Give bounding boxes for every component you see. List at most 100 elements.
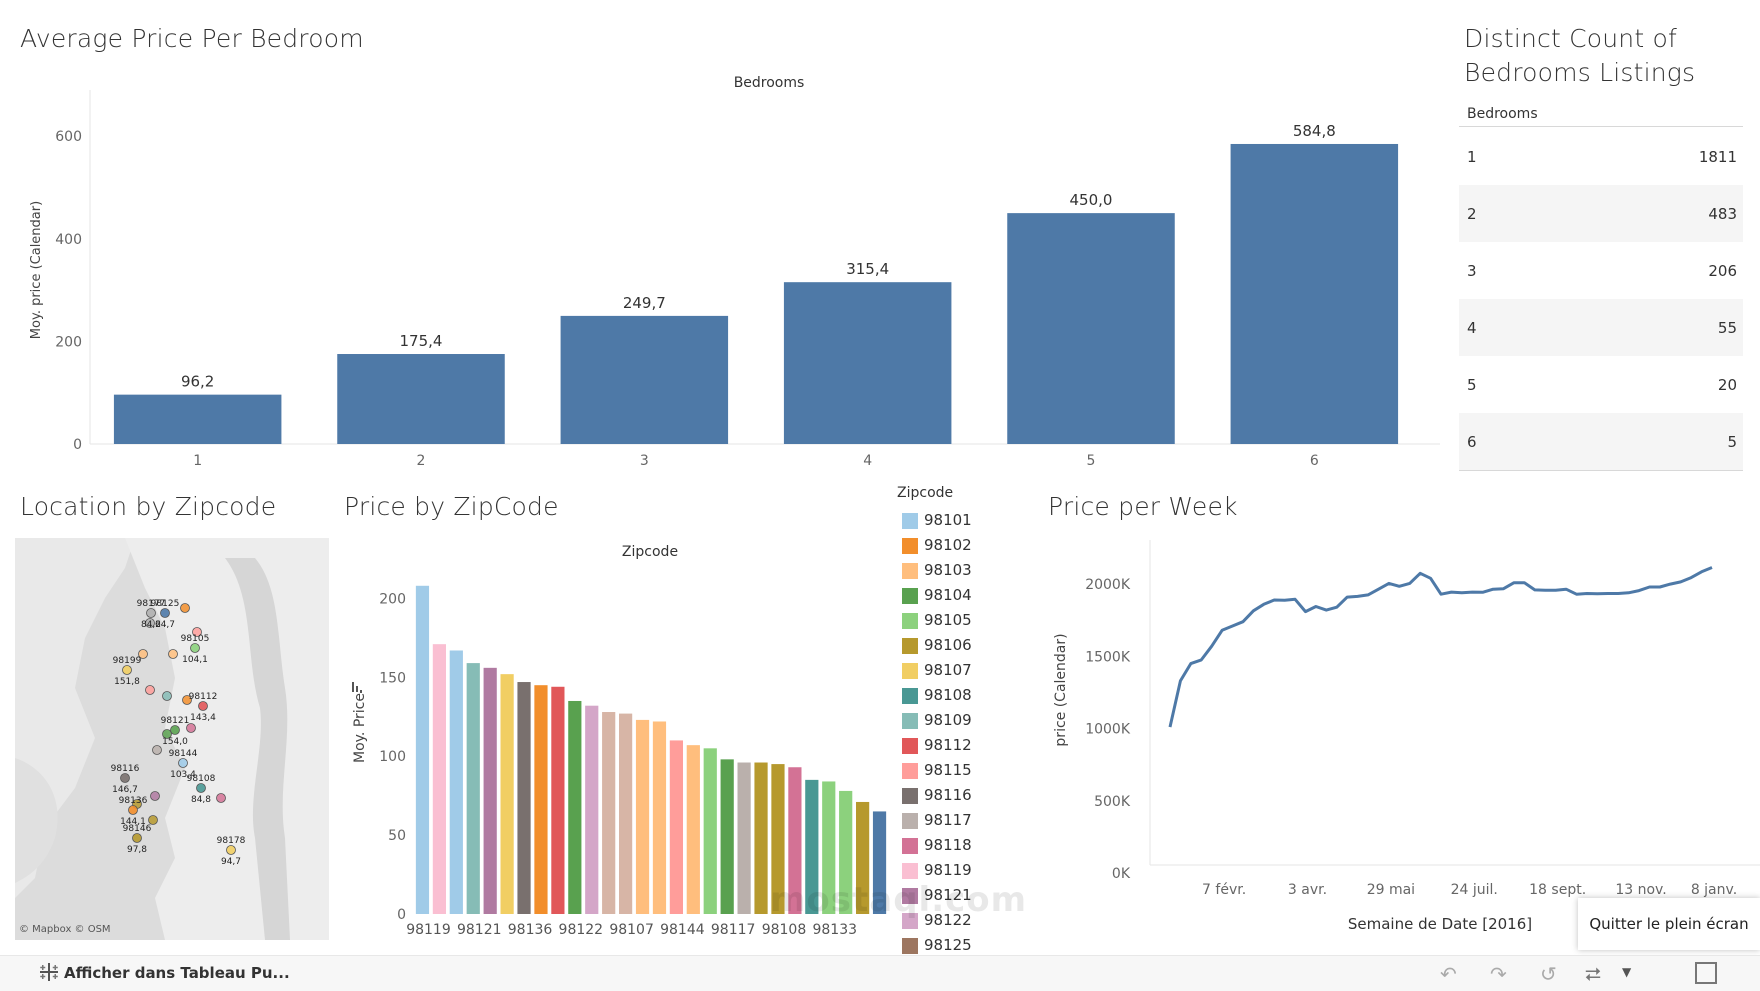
legend-item[interactable]: 98115 (898, 758, 1018, 783)
zip-x-tick: 98107 (609, 922, 654, 938)
zip-bar[interactable] (788, 767, 802, 914)
legend-item[interactable]: 98104 (898, 583, 1018, 608)
map-point[interactable] (128, 805, 138, 815)
zip-bar[interactable] (534, 685, 548, 914)
legend-item[interactable]: 98105 (898, 608, 1018, 633)
legend-item[interactable]: 98112 (898, 733, 1018, 758)
map-point[interactable] (148, 815, 158, 825)
map-point[interactable] (162, 691, 172, 701)
zip-bar[interactable] (432, 644, 446, 914)
undo-icon[interactable]: ↶ (1440, 962, 1457, 986)
zip-bar[interactable] (619, 713, 633, 914)
bedroom-bar[interactable] (1230, 143, 1399, 444)
revert-icon[interactable]: ↺ (1540, 962, 1557, 986)
count-table-row[interactable]: 2 483 (1459, 185, 1743, 242)
map-point[interactable] (145, 685, 155, 695)
map-point[interactable] (192, 627, 202, 637)
zip-bar[interactable] (551, 686, 565, 914)
legend-item[interactable]: 98119 (898, 858, 1018, 883)
legend-item[interactable]: 98121 (898, 883, 1018, 908)
map-point[interactable] (152, 745, 162, 755)
map-point[interactable] (120, 773, 130, 783)
zip-bar[interactable] (483, 667, 497, 914)
zip-y-tick: 100 (379, 749, 406, 765)
zip-bar[interactable] (686, 745, 700, 914)
legend-item[interactable]: 98118 (898, 833, 1018, 858)
legend-item[interactable]: 98125 (898, 933, 1018, 956)
chevron-down-icon[interactable]: ▼ (1622, 965, 1632, 979)
redo-icon[interactable]: ↷ (1490, 962, 1507, 986)
zip-bar[interactable] (466, 663, 480, 914)
map-point[interactable] (160, 608, 170, 618)
map-point[interactable] (226, 845, 236, 855)
map-point[interactable] (145, 618, 155, 628)
exit-fullscreen-button[interactable]: Quitter le plein écran (1578, 898, 1760, 950)
zip-bar[interactable] (754, 762, 768, 914)
map-point[interactable] (162, 729, 172, 739)
map-point[interactable] (150, 791, 160, 801)
count-table-row[interactable]: 1 1811 (1459, 128, 1743, 185)
map-point[interactable] (170, 725, 180, 735)
map-point[interactable] (186, 723, 196, 733)
map-point[interactable] (178, 758, 188, 768)
map-point[interactable] (198, 701, 208, 711)
zip-bar[interactable] (856, 801, 870, 914)
legend-item[interactable]: 98107 (898, 658, 1018, 683)
zip-bar[interactable] (652, 721, 667, 914)
bedroom-bar[interactable] (113, 394, 282, 444)
legend-item[interactable]: 98103 (898, 558, 1018, 583)
count-table-row[interactable]: 4 55 (1459, 299, 1743, 356)
legend-item[interactable]: 98122 (898, 908, 1018, 933)
map-point[interactable] (216, 793, 226, 803)
map-point[interactable] (180, 603, 190, 613)
zip-bar[interactable] (449, 650, 463, 914)
map-point[interactable] (168, 649, 178, 659)
legend-label: 98122 (924, 911, 972, 929)
zip-bar[interactable] (822, 781, 836, 914)
view-in-tableau-link[interactable]: Afficher dans Tableau Pu... (40, 963, 290, 982)
map-point[interactable] (122, 665, 132, 675)
legend-item[interactable]: 98109 (898, 708, 1018, 733)
view-in-tableau-label: Afficher dans Tableau Pu... (64, 964, 290, 982)
zip-bar[interactable] (635, 719, 650, 914)
zip-bar[interactable] (500, 674, 514, 914)
map-point[interactable] (146, 608, 156, 618)
zipcode-map[interactable]: 98177 84,2 98125 64,7 98105 104,1 98199 151,8 98… (15, 538, 329, 940)
legend-item[interactable]: 98108 (898, 683, 1018, 708)
bedroom-bar-value: 584,8 (1293, 122, 1336, 140)
zip-bar[interactable] (585, 705, 599, 914)
count-table-row[interactable]: 5 20 (1459, 356, 1743, 413)
zip-bar[interactable] (517, 682, 531, 914)
zip-bar[interactable] (805, 779, 819, 914)
zip-bar[interactable] (872, 811, 887, 914)
bedroom-bar[interactable] (337, 354, 505, 444)
share-icon[interactable]: ⮂ (1585, 962, 1601, 986)
map-point[interactable] (132, 833, 142, 843)
zip-bar[interactable] (415, 585, 430, 914)
zip-bar[interactable] (839, 790, 853, 914)
count-table-row[interactable]: 3 206 (1459, 242, 1743, 299)
zip-bar[interactable] (602, 712, 616, 914)
legend-item[interactable]: 98106 (898, 633, 1018, 658)
legend-label: 98119 (924, 861, 972, 879)
legend-item[interactable]: 98116 (898, 783, 1018, 808)
zip-bar[interactable] (720, 759, 734, 914)
zipcode-legend[interactable]: 98101 98102 98103 98104 98105 98106 98107 98108… (898, 508, 1018, 956)
bedroom-bar[interactable] (560, 315, 729, 444)
legend-item[interactable]: 98102 (898, 533, 1018, 558)
zip-bar[interactable] (669, 740, 683, 914)
legend-item[interactable]: 98101 (898, 508, 1018, 533)
legend-item[interactable]: 98117 (898, 808, 1018, 833)
zip-bar[interactable] (703, 748, 717, 914)
map-point[interactable] (138, 649, 148, 659)
zip-bar[interactable] (771, 764, 785, 914)
map-point[interactable] (190, 643, 200, 653)
zip-bar[interactable] (568, 700, 582, 914)
map-point[interactable] (196, 783, 206, 793)
bedroom-bar[interactable] (1007, 213, 1175, 444)
map-point[interactable] (182, 695, 192, 705)
zip-bar[interactable] (737, 762, 751, 914)
fullscreen-icon[interactable] (1695, 962, 1717, 984)
bedroom-bar[interactable] (783, 282, 952, 444)
